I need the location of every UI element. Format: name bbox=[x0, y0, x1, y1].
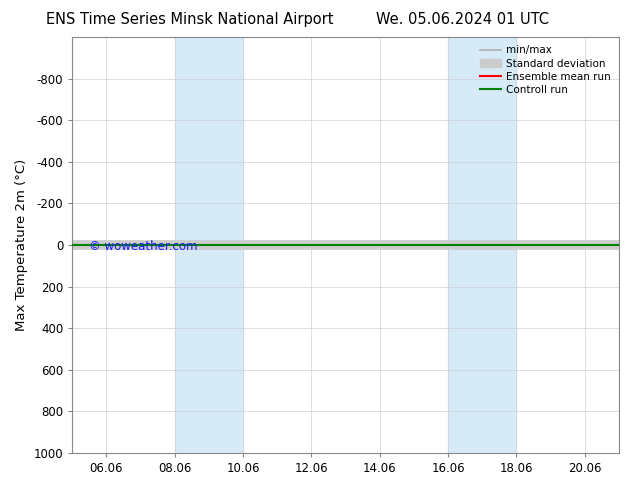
Bar bbox=[448, 37, 517, 453]
Legend: min/max, Standard deviation, Ensemble mean run, Controll run: min/max, Standard deviation, Ensemble me… bbox=[477, 42, 614, 98]
Text: We. 05.06.2024 01 UTC: We. 05.06.2024 01 UTC bbox=[377, 12, 549, 27]
Bar bbox=[175, 37, 243, 453]
Text: © woweather.com: © woweather.com bbox=[89, 240, 198, 253]
Text: ENS Time Series Minsk National Airport: ENS Time Series Minsk National Airport bbox=[46, 12, 334, 27]
Y-axis label: Max Temperature 2m (°C): Max Temperature 2m (°C) bbox=[15, 159, 28, 331]
